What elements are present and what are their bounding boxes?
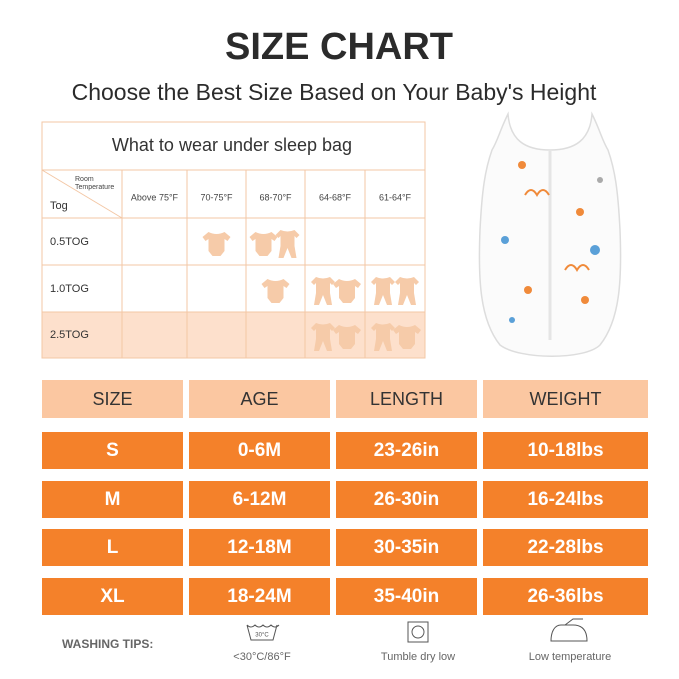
wash-icon	[246, 624, 280, 641]
size-cell	[336, 432, 477, 469]
size-cell	[336, 481, 477, 518]
temp-label: Above 75°F	[131, 192, 179, 202]
clothing-icon	[275, 230, 300, 258]
size-cell	[483, 481, 648, 518]
clothing-icon	[371, 323, 395, 351]
size-cell	[42, 481, 183, 518]
temp-label: 68-70°F	[259, 192, 292, 202]
size-text: 23-26in	[374, 440, 439, 461]
size-text: 10-18lbs	[527, 440, 603, 461]
clothing-icon	[393, 325, 421, 349]
size-cell	[336, 529, 477, 566]
corner-diagonal	[41, 169, 123, 219]
size-cell	[483, 529, 648, 566]
clothing-icon	[311, 323, 335, 351]
clothing-icon	[249, 232, 278, 256]
size-cell	[189, 432, 330, 469]
clothing-icon	[333, 325, 361, 349]
tip: Tumble dry low	[381, 651, 455, 663]
tog-label: 0.5TOG	[50, 236, 89, 248]
corner-top: Room	[75, 176, 94, 183]
size-text: 16-24lbs	[527, 489, 603, 510]
clothing-icon	[261, 279, 290, 303]
tog-label: 1.0TOG	[50, 283, 89, 295]
row-highlight	[42, 312, 425, 358]
clothing-icon	[371, 277, 395, 305]
size-cell	[42, 529, 183, 566]
size-table: SIZE AGE LENGTH WEIGHT S 0-6M 23-26in 10-18lbs M…	[42, 380, 648, 615]
size-text: 22-28lbs	[527, 537, 603, 558]
corner-top: Temperature	[75, 184, 114, 191]
temp-label: 70-75°F	[200, 192, 233, 202]
dry-icon-circle	[411, 625, 425, 639]
size-text: 0-6M	[238, 440, 281, 461]
clothing-icon	[311, 277, 335, 305]
size-cell	[189, 481, 330, 518]
size-text: M	[105, 489, 121, 510]
wash-temp: 30°C	[255, 633, 269, 639]
iron-icon	[550, 618, 588, 642]
temp-label: 64-68°F	[319, 192, 352, 202]
corner-bottom: Tog	[50, 200, 68, 212]
clothing-icon	[333, 279, 361, 303]
size-cell	[483, 578, 648, 615]
size-text: 26-36lbs	[527, 586, 603, 607]
header-cell	[483, 380, 648, 418]
subtitle: Choose the Best Size Based on Your Baby'…	[72, 79, 597, 105]
size-cell	[189, 529, 330, 566]
header-cell	[42, 380, 183, 418]
dry-icon	[407, 621, 429, 643]
table-border	[41, 121, 426, 359]
clothing-icon	[395, 277, 419, 305]
header-cell	[189, 380, 330, 418]
size-cell	[336, 578, 477, 615]
header-text: LENGTH	[370, 389, 443, 409]
temp-label: 61-64°F	[379, 192, 412, 202]
header-text: WEIGHT	[530, 389, 602, 409]
washing-label: WASHING TIPS:	[62, 637, 153, 651]
tip: <30°C/86°F	[233, 651, 291, 663]
size-text: L	[107, 537, 119, 558]
header-text: SIZE	[92, 389, 132, 409]
size-text: 26-30in	[374, 489, 439, 510]
sleep-bag-image	[478, 111, 622, 357]
size-text: 12-18M	[227, 537, 291, 558]
title: SIZE CHART	[225, 26, 453, 68]
size-text: 18-24M	[227, 586, 291, 607]
size-text: 30-35in	[374, 537, 439, 558]
size-text: XL	[100, 586, 125, 607]
clothing-icon	[202, 232, 231, 256]
header-cell	[336, 380, 477, 418]
size-cell	[189, 578, 330, 615]
header-text: AGE	[240, 389, 278, 409]
tog-label: 2.5TOG	[50, 329, 89, 341]
size-text: S	[106, 440, 119, 461]
size-cell	[42, 432, 183, 469]
size-cell	[42, 578, 183, 615]
size-text: 35-40in	[374, 586, 439, 607]
size-cell	[483, 432, 648, 469]
tog-table: What to wear under sleep bag Room Temper…	[41, 121, 426, 359]
tip: Low temperature	[529, 651, 612, 663]
tog-title: What to wear under sleep bag	[112, 135, 352, 155]
size-text: 6-12M	[233, 489, 287, 510]
